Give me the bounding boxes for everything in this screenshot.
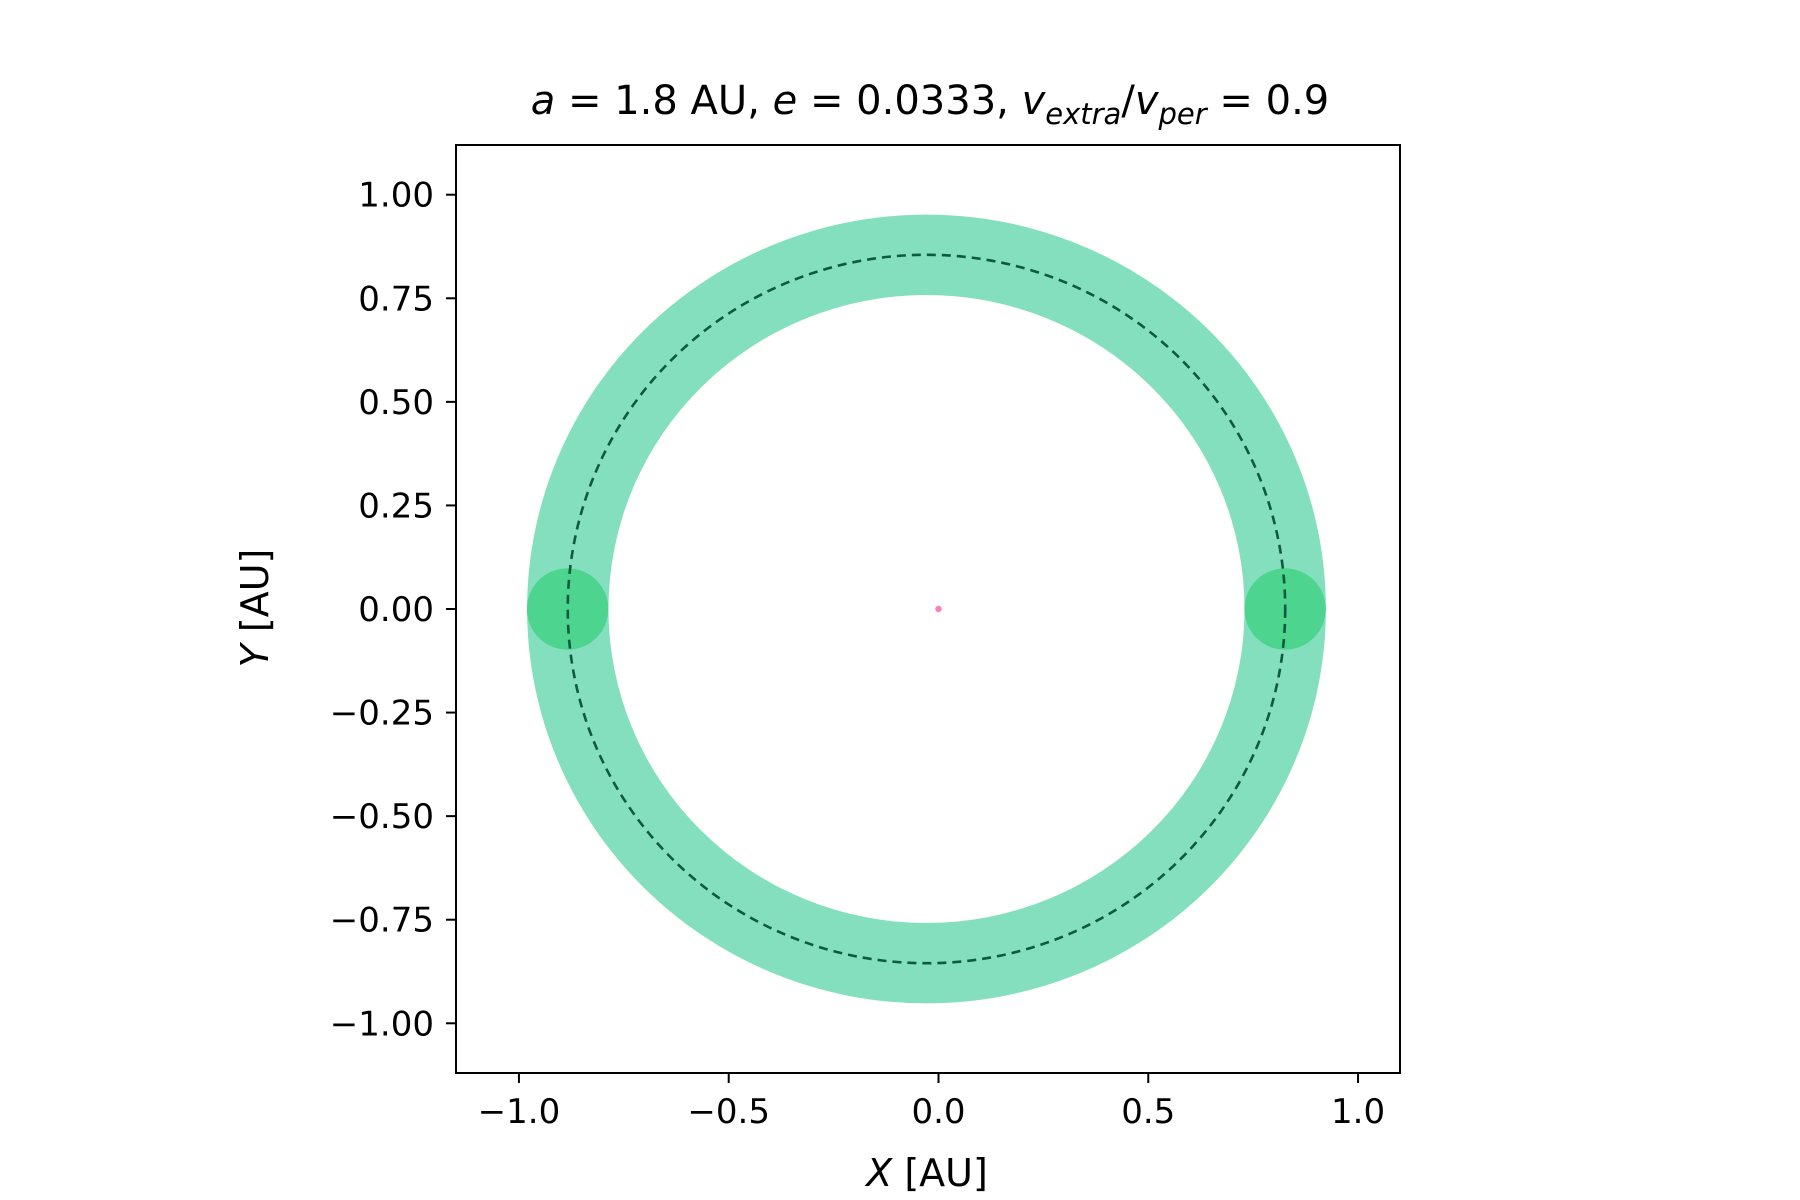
plot-area [526, 214, 1326, 1004]
x-axis-symbol: X [864, 1151, 893, 1195]
y-tick-label: 0.50 [358, 383, 434, 423]
title-a-symbol: a [531, 78, 556, 124]
x-axis-label: X [AU] [864, 1151, 988, 1195]
title-e-symbol: e [773, 78, 798, 124]
y-tick-label: 0.75 [358, 279, 434, 319]
central-star [935, 605, 942, 613]
y-tick-label: 0.25 [358, 486, 434, 526]
x-tick-label: 0.5 [1121, 1092, 1175, 1132]
title-v-extra-symbol: v [1022, 78, 1047, 124]
y-tick-label: 0.00 [358, 590, 434, 630]
y-axis-unit: [AU] [233, 549, 277, 645]
y-tick-label: −0.75 [330, 901, 434, 941]
y-axis: 1.00 0.75 0.50 0.25 0.00 −0.25 −0.50 −0.75 −1.00 [330, 176, 456, 1044]
y-tick-label: −1.00 [330, 1004, 434, 1044]
y-tick-label: −0.50 [330, 797, 434, 837]
title-v-extra-subscript: extra [1045, 97, 1121, 131]
title-e-value: = 0.0333, [797, 78, 1021, 124]
title-v-per-symbol: v [1135, 78, 1160, 124]
x-tick-label: −1.0 [478, 1092, 561, 1132]
x-axis: −1.0 −0.5 0.0 0.5 1.0 [478, 1073, 1385, 1132]
orbit-path-dashed [566, 253, 1287, 965]
x-tick-label: 0.0 [911, 1092, 965, 1132]
y-axis-label: Y [AU] [233, 549, 277, 668]
title-slash: / [1121, 78, 1135, 124]
y-tick-label: 1.00 [358, 176, 434, 216]
x-tick-label: 1.0 [1331, 1092, 1385, 1132]
x-tick-label: −0.5 [687, 1092, 770, 1132]
orbit-band [527, 214, 1326, 1004]
y-axis-symbol: Y [233, 641, 277, 667]
planet-marker-left [526, 568, 609, 650]
title-a-value: = 1.8 AU, [555, 78, 772, 124]
x-axis-unit: [AU] [892, 1151, 988, 1195]
title-v-ratio-value: = 0.9 [1207, 78, 1330, 124]
y-tick-label: −0.25 [330, 694, 434, 734]
title-v-per-subscript: per [1157, 97, 1208, 131]
chart-title: a = 1.8 AU, e = 0.0333, vextra/vper = 0.… [531, 78, 1329, 131]
